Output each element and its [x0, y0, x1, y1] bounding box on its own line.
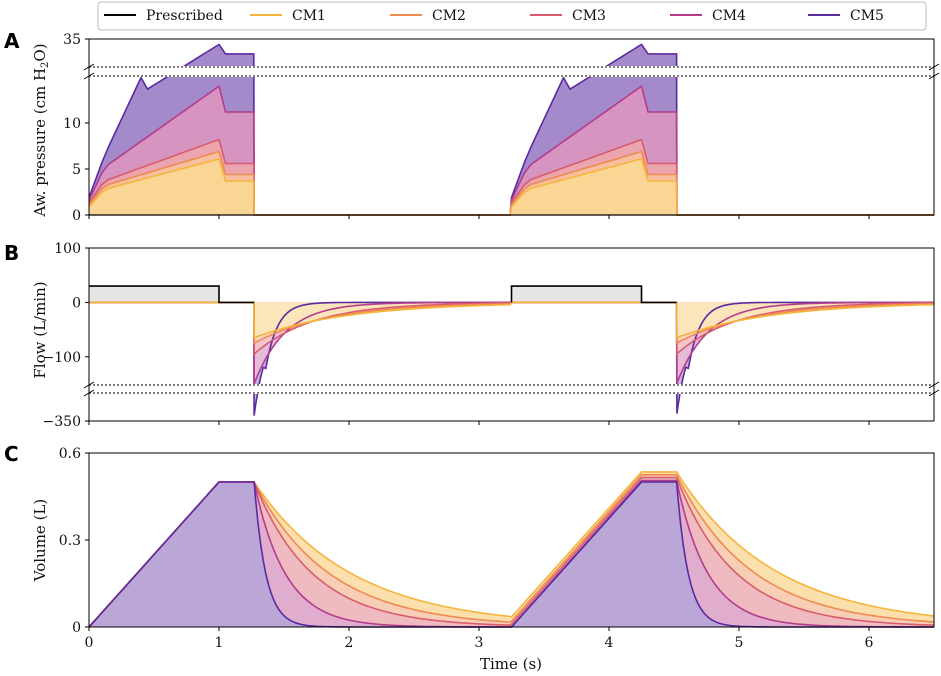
legend: Prescribed CM1 CM2 CM3 CM4 CM5	[97, 1, 927, 31]
volume-line-cm1	[88, 471, 935, 628]
panel-a-break-mark-1a	[928, 63, 940, 71]
x-tick-label-1: 1	[215, 635, 224, 651]
panel-b-main-layer	[89, 286, 934, 384]
panel-a-break-mark-1b	[928, 72, 940, 80]
panel-a-ytick-label-3: 35	[63, 32, 81, 48]
panel-b-break-mark-1a	[928, 381, 940, 389]
panel-b-break-mark-0b	[83, 389, 95, 397]
x-axis-title: Time (s)	[480, 655, 542, 673]
panel-a-ylabel-end: O)	[31, 43, 49, 61]
legend-label-cm5: CM5	[850, 8, 884, 24]
volume-area-cm5	[89, 482, 934, 627]
panel-b-bottom-layer	[89, 302, 934, 416]
flow-area-cm4	[89, 302, 934, 384]
panel-a: 0 5 10 35	[63, 32, 940, 224]
panel-a-ytick-label-0: 0	[72, 208, 81, 224]
legend-items: Prescribed CM1 CM2 CM3 CM4 CM5	[104, 8, 884, 24]
prescribed-flow-area-1	[511, 286, 642, 303]
panel-c-ytick-label-2: 0.6	[59, 446, 81, 462]
panel-a-frame	[88, 38, 935, 216]
panel-b-break-mark-0a	[83, 381, 95, 389]
panel-letter-b: B	[4, 241, 19, 265]
panel-a-break-mark-0a	[83, 63, 95, 71]
panel-b-frame	[88, 247, 935, 422]
x-tick-label-5: 5	[735, 635, 744, 651]
prescribed-flow-area-0	[89, 286, 219, 303]
volume-line-cm2	[88, 474, 935, 628]
prescribed-flow-line	[89, 285, 677, 304]
pressure-area-cm1	[89, 158, 934, 215]
panel-letter-c: C	[4, 442, 19, 466]
panel-a-ylabel-main: Aw. pressure (cm H	[31, 68, 49, 218]
panel-letter-a: A	[4, 29, 20, 53]
panel-a-break-band	[89, 67, 934, 76]
volume-area-cm3	[89, 477, 934, 627]
panel-b: 100 0 −100 −350	[43, 241, 940, 430]
panel-a-break-mark-0b	[83, 72, 95, 80]
flow-line-cm5	[253, 394, 681, 416]
panel-a-layer-clipAhigh	[182, 43, 678, 66]
flow-line-cm5	[89, 301, 934, 384]
panel-c-ytick-label-1: 0.3	[59, 533, 81, 549]
panel-b-ylabel: Flow (L/min)	[31, 281, 49, 378]
x-tick-label-6: 6	[865, 635, 874, 651]
flow-line-cm4	[89, 301, 934, 384]
legend-label-cm1: CM1	[292, 8, 326, 24]
flow-area-cm5	[254, 394, 680, 416]
panel-a-ytick-label-1: 5	[72, 162, 81, 178]
x-tick-label-4: 4	[605, 635, 614, 651]
panel-c-ylabel: Volume (L)	[31, 499, 49, 582]
panel-b-break-band	[89, 385, 934, 393]
x-tick-label-0: 0	[85, 635, 94, 651]
panel-a-ylabel-subscript: 2	[40, 62, 51, 68]
x-tick-label-2: 2	[345, 635, 354, 651]
legend-label-cm4: CM4	[712, 8, 746, 24]
panel-b-ytick-label-1: 0	[72, 295, 81, 311]
flow-area-cm5	[89, 302, 934, 384]
panel-c-ytick-label-0: 0	[72, 620, 81, 636]
legend-label-prescribed: Prescribed	[146, 8, 223, 24]
flow-area-cm1	[89, 302, 934, 338]
legend-label-cm3: CM3	[572, 8, 606, 24]
volume-line-cm3	[88, 476, 935, 628]
flow-area-cm4	[89, 302, 934, 384]
legend-frame	[97, 1, 927, 31]
panel-b-break-mark-1b	[928, 389, 940, 397]
panel-b-ytick-label-2: −100	[43, 350, 81, 366]
legend-label-cm2: CM2	[432, 8, 466, 24]
pressure-area-cm5	[184, 44, 677, 66]
panel-c: 0 0.3 0.6 0 1 2 3 4 5 6	[59, 446, 935, 651]
flow-line-cm4	[89, 302, 934, 384]
panel-b-ytick-label-0: 100	[54, 241, 81, 257]
panel-a-ylabel: Aw. pressure (cm H2O)	[31, 43, 51, 217]
panel-a-ytick-label-2: 10	[63, 116, 81, 132]
x-tick-label-3: 3	[475, 635, 484, 651]
panel-b-ytick-label-3: −350	[43, 414, 81, 430]
